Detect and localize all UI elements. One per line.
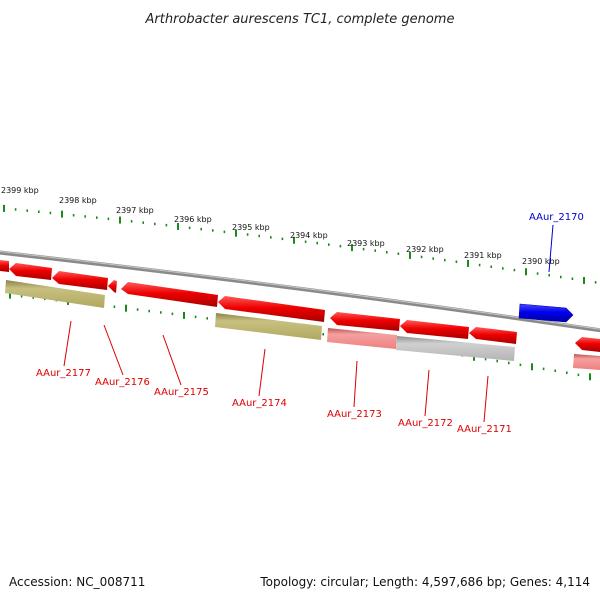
- leader-line: [483, 375, 489, 423]
- kbp-tick-row-top: [3, 204, 597, 284]
- gene-label-aaur-2174[interactable]: AAur_2174: [232, 398, 287, 409]
- gene-arrow-aaur-2175[interactable]: [121, 282, 218, 307]
- gene-arrow[interactable]: [108, 280, 117, 293]
- kbp-label: 2390 kbp: [522, 257, 560, 266]
- feature-bar-pink[interactable]: [573, 354, 600, 370]
- leader-line: [162, 334, 182, 386]
- map-title: Arthrobacter aurescens TC1, complete gen…: [145, 12, 455, 27]
- leader-line: [103, 324, 124, 376]
- gene-arrow-aaur-2173[interactable]: [330, 312, 400, 331]
- gene-arrow-aaur-2171[interactable]: [469, 327, 517, 344]
- leader-line: [424, 369, 430, 417]
- leader-line: [63, 320, 72, 367]
- gene-label-aaur-2173[interactable]: AAur_2173: [327, 409, 382, 420]
- feature-bar-olive[interactable]: [5, 280, 105, 308]
- gene-labels: AAur_2170 AAur_2171 AAur_2172 AAur_2173 …: [36, 212, 584, 435]
- kbp-label: 2395 kbp: [232, 223, 270, 232]
- feature-bar-gray[interactable]: [396, 336, 515, 361]
- gene-arrow[interactable]: [9, 263, 52, 280]
- feature-track: [5, 280, 600, 370]
- gene-arrow-aaur-2170[interactable]: [518, 303, 574, 323]
- feature-bar-pink[interactable]: [327, 328, 397, 349]
- leader-line: [353, 360, 358, 408]
- kbp-label: 2397 kbp: [116, 206, 154, 215]
- leader-line: [548, 224, 554, 273]
- leader-line: [258, 348, 266, 397]
- genome-summary-text: Topology: circular; Length: 4,597,686 bp…: [259, 575, 590, 589]
- kbp-label: 2399 kbp: [1, 186, 39, 195]
- kbp-label: 2398 kbp: [59, 196, 97, 205]
- gene-label-aaur-2172[interactable]: AAur_2172: [398, 418, 453, 429]
- gene-arrow-aaur-2177[interactable]: [52, 271, 108, 290]
- gene-label-aaur-2171[interactable]: AAur_2171: [457, 424, 512, 435]
- kbp-label: 2392 kbp: [406, 245, 444, 254]
- gene-arrow-aaur-2172[interactable]: [400, 320, 469, 339]
- kbp-label: 2391 kbp: [464, 251, 502, 260]
- genome-backbone: [0, 250, 600, 333]
- label-leaders: [63, 224, 554, 423]
- kbp-label: 2396 kbp: [174, 215, 212, 224]
- gene-track-forward: [518, 303, 574, 323]
- feature-bar-olive[interactable]: [215, 313, 322, 340]
- accession-text: Accession: NC_008711: [9, 575, 145, 589]
- gene-track-reverse: [0, 260, 600, 352]
- gene-label-aaur-2170[interactable]: AAur_2170: [529, 212, 584, 223]
- gene-label-aaur-2177[interactable]: AAur_2177: [36, 368, 91, 379]
- gene-label-aaur-2175[interactable]: AAur_2175: [154, 387, 209, 398]
- kbp-labels: 2399 kbp 2398 kbp 2397 kbp 2396 kbp 2395…: [1, 186, 560, 266]
- gene-arrow[interactable]: [575, 337, 600, 352]
- gene-arrow[interactable]: [0, 260, 9, 272]
- kbp-label: 2394 kbp: [290, 231, 328, 240]
- gene-arrow-aaur-2174[interactable]: [218, 296, 325, 322]
- gene-label-aaur-2176[interactable]: AAur_2176: [95, 377, 150, 388]
- kbp-label: 2393 kbp: [347, 239, 385, 248]
